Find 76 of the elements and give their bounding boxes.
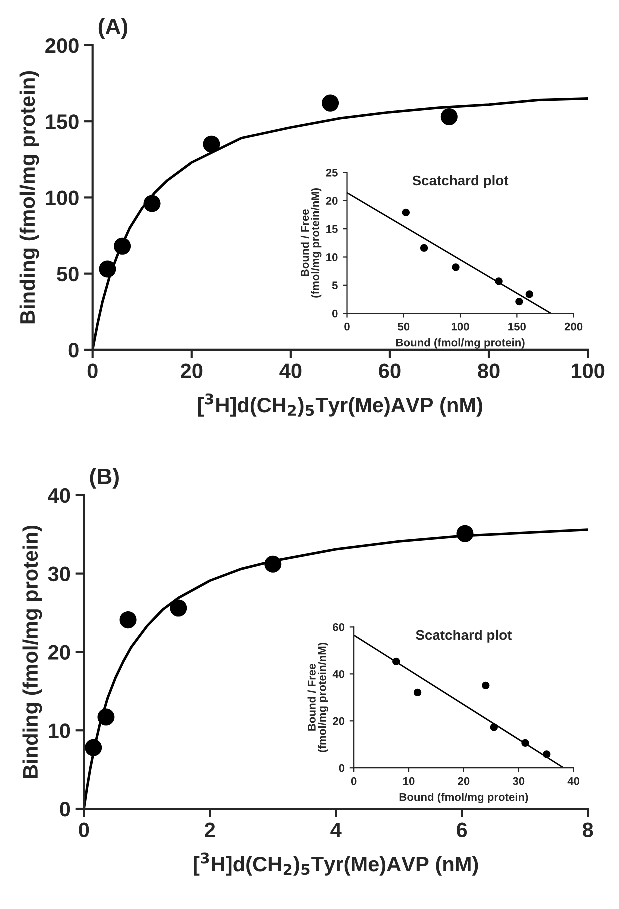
y-tick-label: 25 bbox=[326, 168, 338, 177]
x-axis-title: Bound (fmol/mg protein) bbox=[400, 793, 528, 804]
y-tick-label: 40 bbox=[332, 670, 345, 678]
x-tick-label: 20 bbox=[181, 364, 203, 378]
x-axis-title: [$^{3}$H]d(CH$_{2}$)$_{5}$Tyr(Me)AVP (nM) bbox=[194, 852, 478, 876]
point bbox=[114, 238, 132, 255]
y-tick-label: 0 bbox=[332, 310, 338, 318]
point bbox=[490, 724, 498, 732]
x-axis-title: [$^{3}$H]d(CH$_{2}$)$_{5}$Tyr(Me)AVP (nM) bbox=[198, 394, 482, 417]
x-tick-label: 60 bbox=[379, 364, 401, 378]
point bbox=[526, 290, 534, 298]
x-tick-label: 100 bbox=[572, 364, 605, 378]
x-tick-label: 30 bbox=[512, 777, 525, 786]
x-tick-label: 50 bbox=[398, 322, 410, 331]
x-tick-label: 20 bbox=[458, 777, 470, 786]
x-tick-label: 0 bbox=[79, 822, 90, 838]
x-tick-label: 0 bbox=[351, 777, 357, 786]
point bbox=[516, 298, 524, 306]
y-tick-label: 0 bbox=[339, 764, 345, 772]
y-tick-label: 60 bbox=[333, 623, 345, 632]
point bbox=[440, 108, 458, 126]
chart-title: Scatchard plot bbox=[416, 630, 512, 643]
y-tick-label: 100 bbox=[46, 190, 79, 206]
x-tick-label: 40 bbox=[280, 364, 302, 378]
y-tick-label: 40 bbox=[48, 488, 70, 504]
x-tick-label: 2 bbox=[205, 822, 216, 838]
point bbox=[392, 658, 400, 666]
x-axis-title: Bound (fmol/mg protein) bbox=[396, 338, 525, 349]
x-tick-label: 0 bbox=[88, 364, 98, 378]
point bbox=[452, 264, 460, 272]
y-axis-title: Bound / Free (fmol/mg protein/nM) bbox=[300, 188, 322, 298]
x-tick-label: 8 bbox=[582, 822, 594, 838]
point bbox=[522, 739, 530, 748]
point bbox=[120, 612, 137, 629]
y-tick-label: 0 bbox=[60, 802, 70, 817]
x-tick-label: 200 bbox=[564, 322, 583, 331]
x-tick-label: 10 bbox=[404, 777, 415, 786]
y-tick-label: 150 bbox=[46, 114, 79, 130]
x-tick-label: 100 bbox=[452, 322, 470, 331]
point bbox=[495, 278, 503, 286]
point bbox=[482, 682, 490, 690]
chart-title: (B) bbox=[90, 468, 119, 489]
point bbox=[322, 94, 340, 112]
y-axis-title: Bound / Free (fmol/mg protein/nM) bbox=[308, 642, 329, 752]
y-tick-label: 20 bbox=[48, 645, 70, 660]
x-tick-label: 40 bbox=[568, 777, 580, 786]
x-tick-label: 150 bbox=[508, 322, 526, 331]
x-tick-label: 4 bbox=[330, 822, 342, 838]
point bbox=[98, 708, 115, 726]
point bbox=[402, 208, 410, 217]
y-tick-label: 15 bbox=[326, 225, 338, 234]
point bbox=[264, 556, 282, 573]
point bbox=[456, 525, 474, 542]
chart-title: (A) bbox=[98, 18, 128, 39]
y-tick-label: 30 bbox=[48, 566, 70, 582]
chart-title: Scatchard plot bbox=[412, 175, 509, 188]
point bbox=[420, 244, 428, 252]
y-tick-label: 50 bbox=[57, 266, 79, 282]
y-tick-label: 10 bbox=[49, 724, 70, 738]
point bbox=[85, 739, 102, 756]
point bbox=[543, 750, 551, 758]
y-tick-label: 5 bbox=[332, 282, 338, 290]
point bbox=[203, 136, 220, 153]
point bbox=[99, 260, 116, 278]
x-tick-label: 6 bbox=[457, 822, 468, 838]
y-tick-label: 10 bbox=[326, 254, 338, 262]
y-tick-label: 20 bbox=[326, 197, 338, 206]
x-tick-label: 80 bbox=[478, 364, 500, 378]
y-tick-label: 0 bbox=[68, 342, 79, 358]
y-tick-label: 20 bbox=[333, 717, 345, 726]
y-tick-label: 200 bbox=[46, 38, 79, 54]
y-axis-title: Binding (fmol/mg protein) bbox=[20, 71, 40, 324]
point bbox=[170, 600, 188, 617]
point bbox=[414, 688, 422, 697]
y-axis-title: Binding (fmol/mg protein) bbox=[22, 526, 42, 778]
point bbox=[144, 195, 161, 212]
